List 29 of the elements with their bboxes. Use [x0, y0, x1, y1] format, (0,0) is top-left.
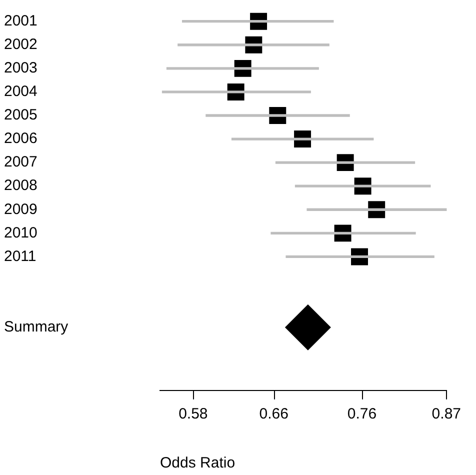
y-tick-label: 2006 [4, 130, 38, 148]
y-tick-label: 2008 [4, 177, 38, 194]
bar [306, 208, 447, 211]
point [284, 304, 331, 350]
bar [270, 232, 416, 235]
x-tick-label: 0.87 [432, 406, 462, 423]
bar [162, 90, 311, 94]
y-tick-label: 2003 [4, 60, 38, 77]
x-tick-label: 0.76 [347, 406, 377, 423]
y-tick-label: Summary [4, 318, 69, 336]
bar [182, 20, 334, 23]
bar [166, 67, 319, 70]
y-tick-label: 2002 [4, 36, 38, 54]
bar [294, 184, 431, 188]
x-tick-label: 0.58 [178, 406, 208, 423]
y-tick-label: 2005 [4, 106, 38, 124]
y-tick-label: 2010 [4, 224, 38, 242]
y-tick-label: 2011 [4, 248, 36, 265]
x-axis-title: Odds Ratio [160, 454, 236, 472]
bar [206, 114, 350, 117]
y-tick-label: 2009 [4, 200, 38, 218]
y-tick-label: 2007 [4, 154, 38, 171]
x-tick-label: 0.66 [259, 406, 288, 423]
bar [231, 138, 374, 140]
y-tick-label: 2004 [4, 83, 38, 100]
y-tick-label: 2001 [4, 12, 38, 30]
bar [275, 161, 416, 164]
bar [286, 255, 434, 258]
bar [178, 44, 330, 46]
